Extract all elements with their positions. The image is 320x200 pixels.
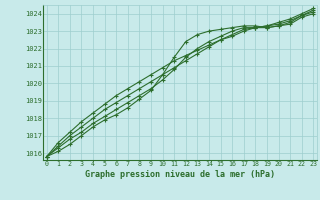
X-axis label: Graphe pression niveau de la mer (hPa): Graphe pression niveau de la mer (hPa): [85, 170, 275, 179]
